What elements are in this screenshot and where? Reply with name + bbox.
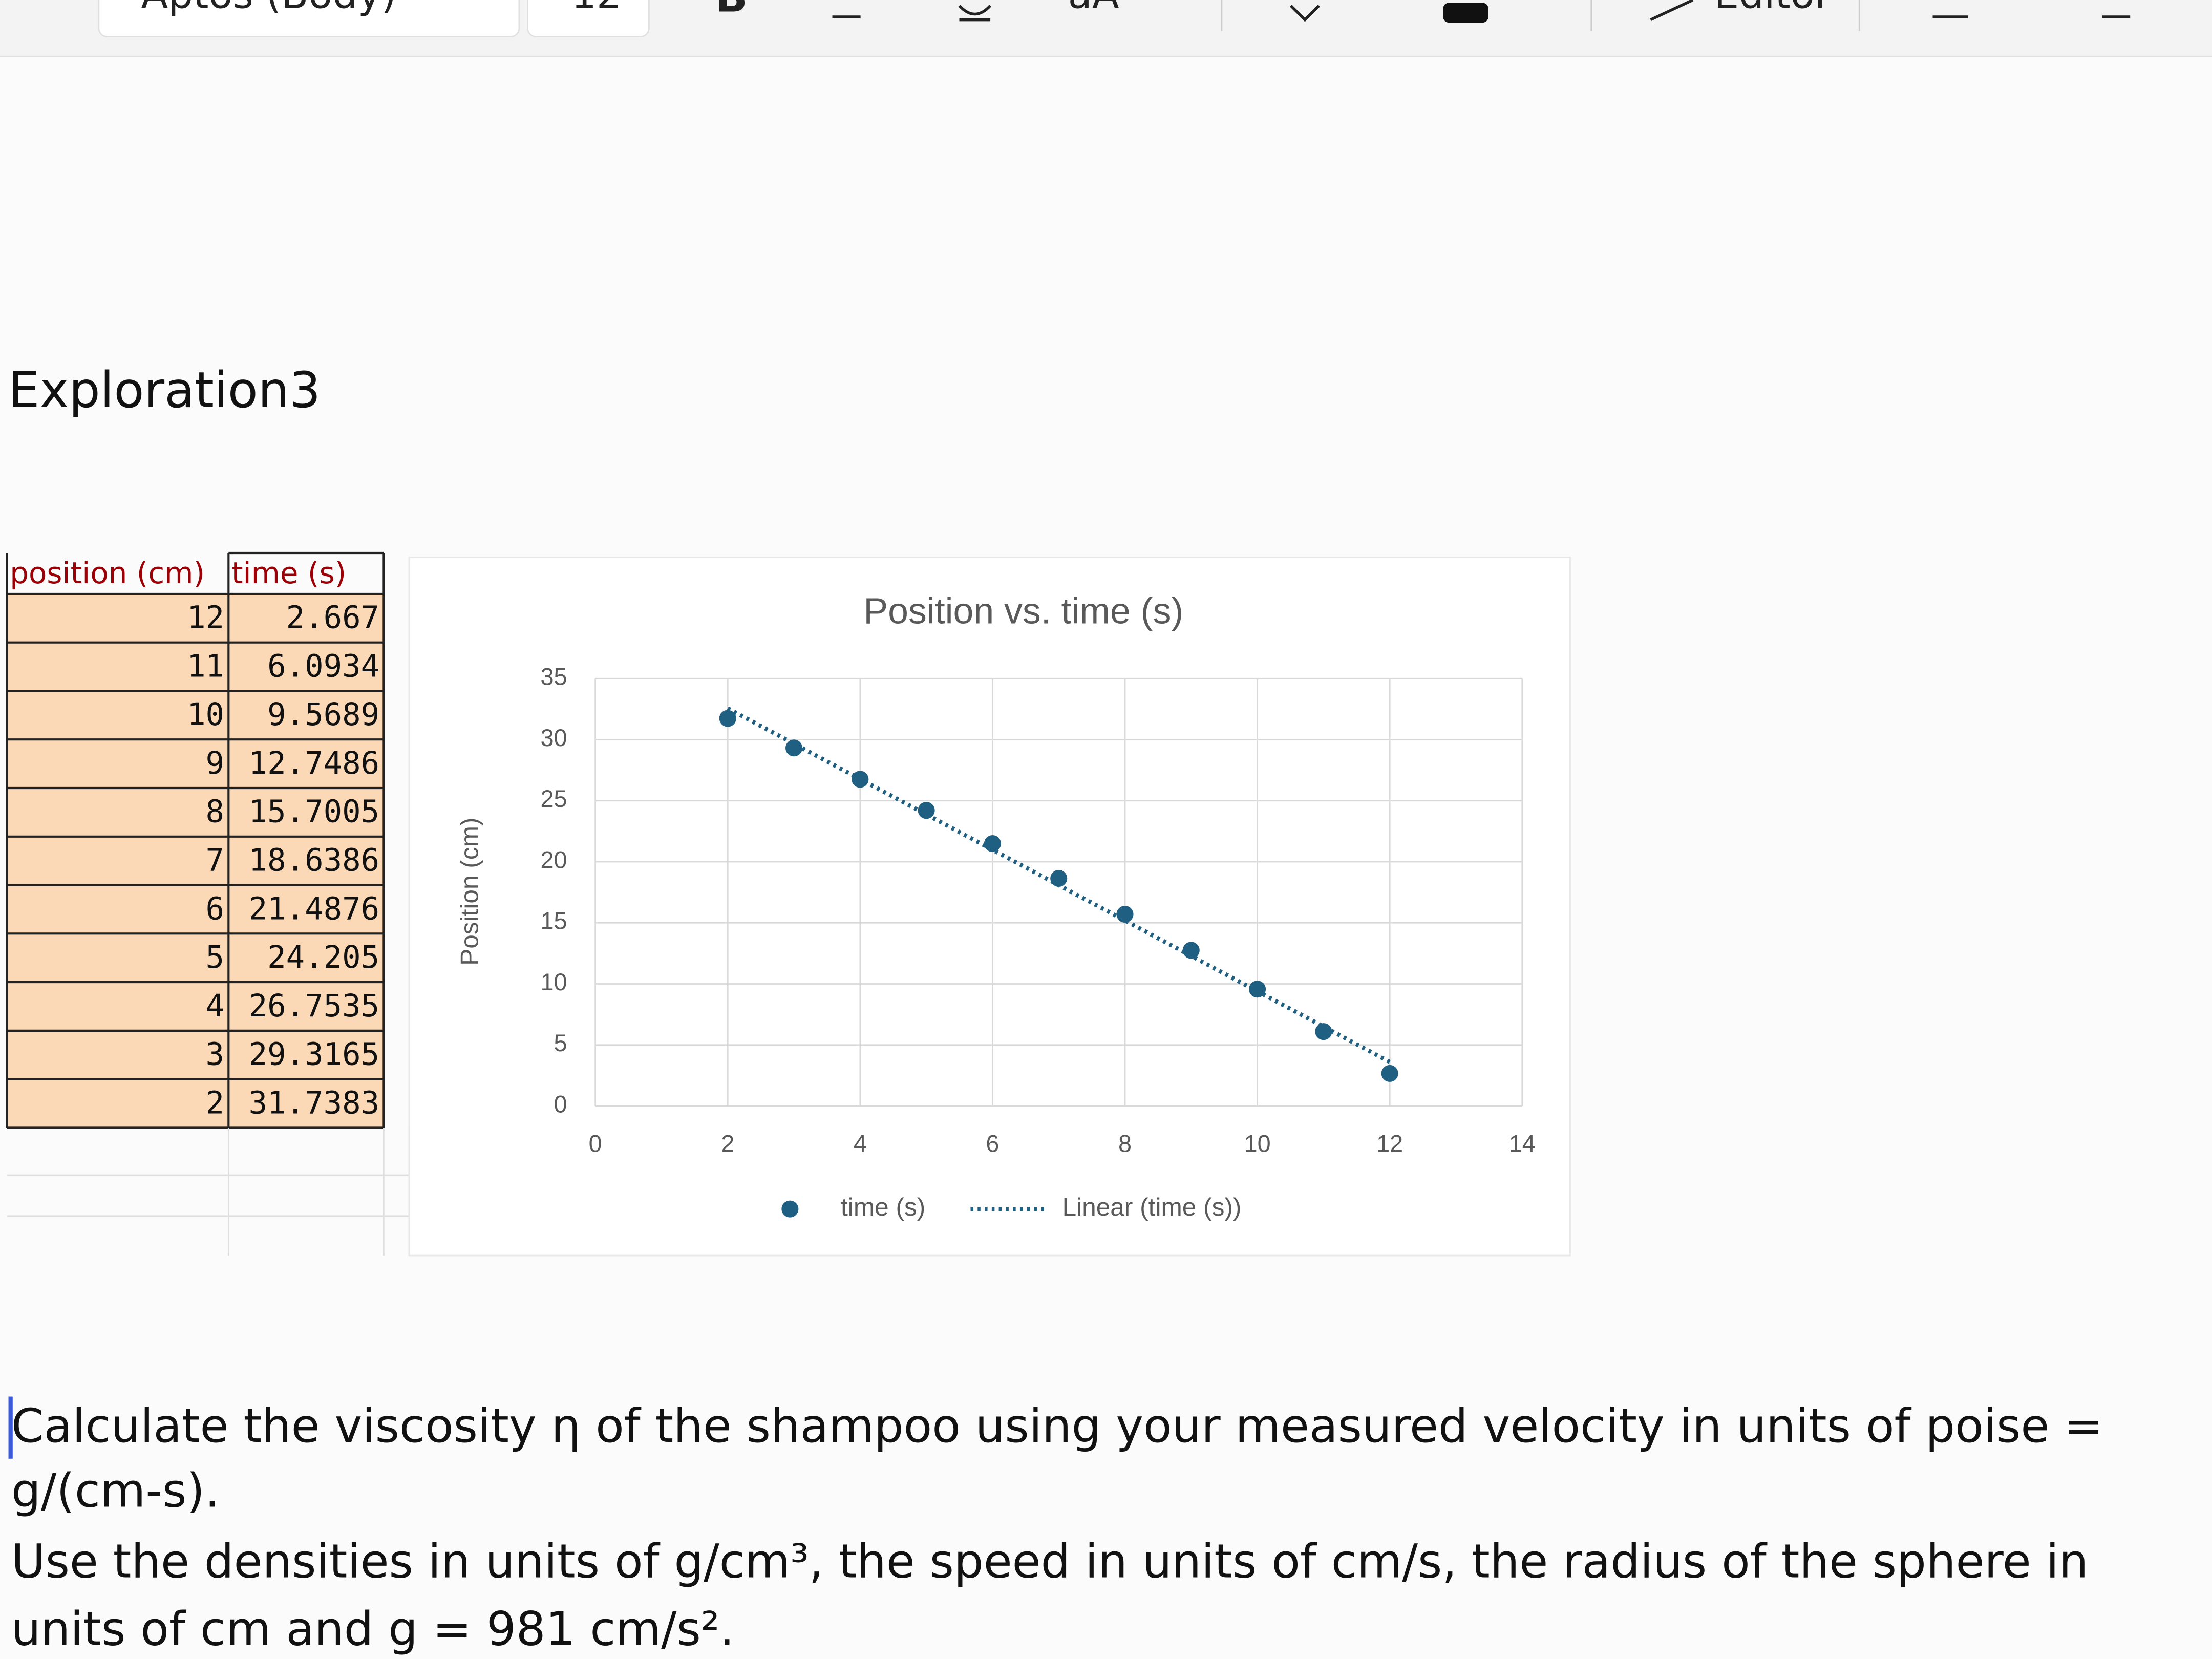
table-cell: 4 <box>206 988 225 1024</box>
table-cell: 2.667 <box>286 600 379 636</box>
table-cell: 31.7383 <box>249 1085 379 1121</box>
font-box[interactable] <box>98 0 520 38</box>
data-point <box>1381 1065 1398 1082</box>
paragraph: Calculate the viscosity η of the shampoo… <box>11 1399 2103 1656</box>
highlight-button[interactable] <box>1289 5 1320 22</box>
table-cell: 21.4876 <box>249 891 379 927</box>
editor-button[interactable]: Editor <box>1714 0 1831 17</box>
table: position (cm) time (s)12 2.667 11 6.0934 10 9.… <box>6 551 410 1256</box>
y-tick-label: 25 <box>540 785 567 812</box>
heading: Exploration3 <box>9 361 321 419</box>
font-size[interactable]: 12 <box>571 0 622 17</box>
table-cell: 24.205 <box>267 940 379 975</box>
table-cell: 11 <box>187 648 224 684</box>
table-cell: 5 <box>206 940 225 975</box>
data-point <box>918 802 935 819</box>
table-cell: 15.7005 <box>249 794 379 830</box>
chart: Position vs. time (s) Position (cm) 0 5 10 15… <box>455 590 1536 1221</box>
y-tick-label: 10 <box>540 969 567 995</box>
chart-area <box>408 556 1571 1257</box>
data-point <box>1116 905 1134 923</box>
table-cell: 3 <box>206 1037 225 1073</box>
table-cell: 9 <box>206 746 225 781</box>
x-tick-label: 2 <box>721 1131 734 1157</box>
table-cell: 8 <box>206 794 225 830</box>
column-header: time (s) <box>231 556 346 590</box>
legend-marker <box>781 1200 799 1218</box>
legend-label: time (s) <box>841 1193 925 1221</box>
table-cell: 12.7486 <box>249 746 379 781</box>
table-cell: 9.5689 <box>267 697 379 733</box>
table-cell: 12 <box>187 600 224 636</box>
table-cell: 2 <box>206 1085 225 1121</box>
x-tick-label: 4 <box>854 1131 867 1157</box>
y-tick-label: 30 <box>540 725 567 751</box>
x-tick-label: 0 <box>589 1131 602 1157</box>
bold-button[interactable]: B <box>715 0 748 22</box>
data-point <box>1315 1023 1332 1040</box>
table-cell: 10 <box>187 697 224 733</box>
data-point <box>719 710 736 727</box>
y-tick-label: 20 <box>540 846 567 873</box>
x-tick-label: 10 <box>1244 1131 1271 1157</box>
paragraph-line: g/(cm-s). <box>11 1464 220 1518</box>
data-point <box>785 739 803 757</box>
table-cell: 7 <box>206 843 225 879</box>
legend-label: Linear (time (s)) <box>1062 1193 1242 1221</box>
underline-button[interactable] <box>958 5 992 22</box>
table-body <box>7 593 384 1128</box>
paragraph-line: units of cm and g = 981 cm/s². <box>11 1603 734 1656</box>
table-cell: 6.0934 <box>267 648 379 684</box>
font-name[interactable]: Aptos (Body) <box>141 0 397 17</box>
data-point <box>1050 869 1068 887</box>
font-color-button[interactable] <box>1443 3 1488 23</box>
x-tick-label: 6 <box>986 1131 999 1157</box>
column-header: position (cm) <box>10 556 205 590</box>
y-tick-label: 5 <box>554 1030 567 1056</box>
text-size-button[interactable]: aA <box>1068 0 1119 17</box>
table-cell: 26.7535 <box>249 988 379 1024</box>
table-cell: 29.3165 <box>249 1037 379 1073</box>
y-tick-label: 0 <box>554 1091 567 1117</box>
editor-icon[interactable] <box>1650 0 1694 22</box>
data-point <box>1249 981 1266 998</box>
paragraph-line: Calculate the viscosity η of the shampoo… <box>11 1399 2103 1453</box>
y-tick-label: 15 <box>540 908 567 934</box>
x-tick-label: 14 <box>1509 1131 1536 1157</box>
size-box[interactable] <box>527 0 650 38</box>
y-tick-label: 35 <box>540 664 567 690</box>
x-tick-label: 12 <box>1376 1131 1403 1157</box>
x-tick-label: 8 <box>1118 1131 1132 1157</box>
table-cell: 18.6386 <box>249 843 379 879</box>
y-axis-label: Position (cm) <box>455 818 483 966</box>
data-point <box>1182 942 1200 959</box>
paragraph-line: Use the densities in units of g/cm³, the… <box>11 1535 2088 1588</box>
chart-title: Position vs. time (s) <box>863 590 1183 631</box>
table-cell: 6 <box>206 891 225 927</box>
data-point <box>984 835 1001 853</box>
data-point <box>852 771 869 788</box>
text-cursor <box>8 1396 13 1459</box>
